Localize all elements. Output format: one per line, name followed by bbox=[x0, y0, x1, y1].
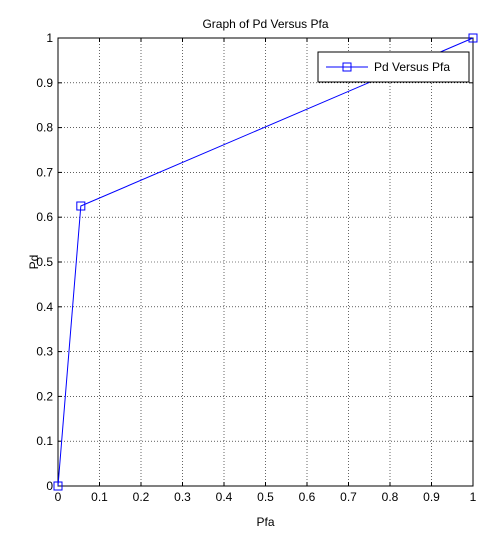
y-tick-label: 0.7 bbox=[36, 165, 53, 179]
x-tick-label: 1 bbox=[470, 490, 477, 504]
y-tick-label: 1 bbox=[46, 31, 53, 45]
data-point-marker bbox=[468, 33, 478, 43]
x-axis-label: Pfa bbox=[256, 515, 274, 529]
x-tick-label: 0.7 bbox=[340, 490, 357, 504]
series-line bbox=[57, 37, 474, 487]
y-tick-label: 0.8 bbox=[36, 121, 53, 135]
y-tick-label: 0.4 bbox=[36, 300, 53, 314]
y-tick-label: 0.9 bbox=[36, 76, 53, 90]
axis-ticks: 0 0.1 0.2 0.3 0.4 0.5 0.6 0.7 0.8 0.9 1 0 0.1 0.2 0.3 0… bbox=[36, 31, 476, 504]
x-tick-label: 0.5 bbox=[257, 490, 274, 504]
x-tick-label: 0.4 bbox=[216, 490, 233, 504]
y-tick-label: 0.1 bbox=[36, 434, 53, 448]
chart-title: Graph of Pd Versus Pfa bbox=[202, 17, 328, 31]
y-tick-label: 0.6 bbox=[36, 210, 53, 224]
legend-marker-square bbox=[342, 62, 352, 72]
x-tick-label: 0.3 bbox=[174, 490, 191, 504]
data-point-marker bbox=[76, 201, 86, 211]
x-tick-label: 0.1 bbox=[91, 490, 108, 504]
series-layer bbox=[53, 33, 478, 491]
x-tick-label: 0 bbox=[55, 490, 62, 504]
y-tick-label: 0.5 bbox=[36, 255, 53, 269]
y-tick-label: 0.2 bbox=[36, 389, 53, 403]
y-tick-label: 0.3 bbox=[36, 345, 53, 359]
y-tick-label: 0 bbox=[46, 479, 53, 493]
y-axis-label: Pd bbox=[27, 255, 41, 270]
legend-entry-label: Pd Versus Pfa bbox=[374, 60, 450, 74]
x-tick-label: 0.2 bbox=[133, 490, 150, 504]
x-tick-label: 0.8 bbox=[382, 490, 399, 504]
legend: Pd Versus Pfa bbox=[317, 51, 470, 83]
data-point-marker bbox=[53, 481, 63, 491]
x-tick-label: 0.9 bbox=[423, 490, 440, 504]
x-tick-label: 0.6 bbox=[299, 490, 316, 504]
